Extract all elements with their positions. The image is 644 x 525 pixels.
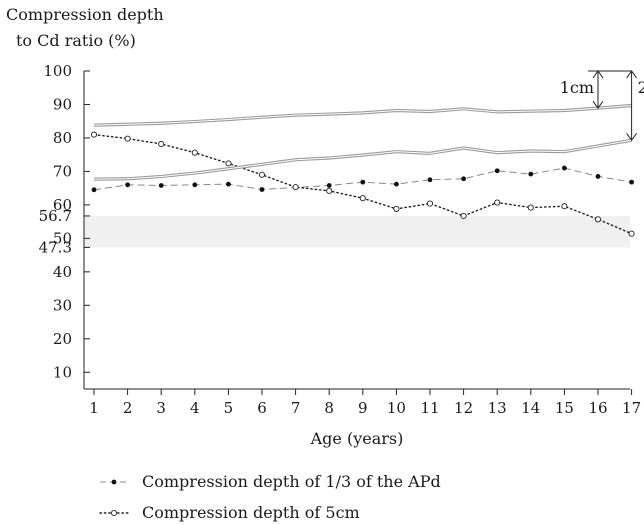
series-line xyxy=(93,138,632,181)
reference-band xyxy=(84,215,630,248)
data-point xyxy=(494,168,500,174)
y-tick-label: 40 xyxy=(53,263,72,281)
legend-label: Compression depth of 1/3 of the APd xyxy=(142,472,441,491)
data-point xyxy=(527,204,534,211)
y-tick-label: 80 xyxy=(53,129,72,147)
data-point xyxy=(359,195,366,202)
x-tick-label: 15 xyxy=(555,399,574,417)
x-tick-label: 5 xyxy=(224,399,234,417)
data-point xyxy=(226,181,231,187)
y-tick-label: 100 xyxy=(43,62,72,80)
x-tick-label: 17 xyxy=(622,399,641,417)
data-point xyxy=(326,183,332,188)
x-axis-title: Age (years) xyxy=(310,429,404,448)
x-tick-label: 6 xyxy=(257,399,267,417)
x-tick-label: 7 xyxy=(291,399,301,417)
x-tick-label: 9 xyxy=(358,399,368,417)
data-point xyxy=(158,183,164,188)
data-point xyxy=(494,199,501,206)
data-point xyxy=(326,187,333,194)
x-tick-label: 1 xyxy=(89,399,99,417)
data-point xyxy=(258,171,266,178)
arrow-head xyxy=(592,100,604,110)
annotation-label: 1cm xyxy=(560,78,594,97)
data-point xyxy=(90,131,98,138)
data-point xyxy=(360,179,366,185)
legend: Compression depth of 1/3 of the APd Compr… xyxy=(99,472,441,522)
data-point xyxy=(426,200,434,207)
arrow-head xyxy=(592,70,604,79)
y-tick-label: 70 xyxy=(53,162,72,180)
legend-swatch-marker xyxy=(111,479,117,485)
data-point xyxy=(562,165,567,171)
data-point xyxy=(561,203,568,210)
band-edge-label: 47.3 xyxy=(39,238,72,256)
x-tick-label: 8 xyxy=(324,399,334,417)
data-point xyxy=(225,160,232,167)
data-point xyxy=(192,182,198,188)
y-tick-label: 30 xyxy=(53,296,72,314)
data-point xyxy=(125,182,130,188)
data-point xyxy=(629,179,634,185)
data-point xyxy=(394,181,399,187)
y-axis-title-line-2: to Cd ratio (%) xyxy=(16,31,136,50)
data-point xyxy=(460,212,467,219)
data-point xyxy=(393,205,400,212)
data-point xyxy=(292,184,299,191)
x-tick-label: 14 xyxy=(521,399,540,417)
data-point xyxy=(91,187,97,193)
data-point xyxy=(191,149,198,156)
series-line-inner xyxy=(93,104,632,126)
x-tick-label: 11 xyxy=(420,399,439,417)
x-tick-label: 4 xyxy=(190,399,200,417)
series-line xyxy=(93,167,632,191)
y-tick-label: 10 xyxy=(53,363,72,381)
data-point xyxy=(595,174,601,179)
x-tick-label: 12 xyxy=(454,399,473,417)
series-line-inner xyxy=(93,139,632,180)
legend-label: Compression depth of 5cm xyxy=(142,503,360,522)
band-edge-label: 56.7 xyxy=(39,207,72,225)
arrow-head xyxy=(626,70,638,79)
x-tick-label: 10 xyxy=(387,399,406,417)
y-tick-label: 90 xyxy=(53,95,72,113)
x-tick-label: 2 xyxy=(123,399,133,417)
data-point xyxy=(594,216,602,223)
data-point xyxy=(259,187,265,192)
arrow-head xyxy=(626,133,638,142)
data-point xyxy=(158,140,165,148)
y-axis-title-line-1: Compression depth xyxy=(6,5,164,24)
y-tick-label: 20 xyxy=(53,330,72,348)
y-tick-label: 60 xyxy=(53,196,72,214)
data-point xyxy=(124,135,131,142)
x-tick-label: 3 xyxy=(156,399,166,417)
data-point xyxy=(461,176,466,182)
annotation-label: 2cm xyxy=(638,78,644,97)
x-tick-label: 13 xyxy=(488,399,507,417)
x-tick-label: 16 xyxy=(588,399,607,417)
data-point xyxy=(427,177,433,183)
data-point xyxy=(628,230,635,237)
legend-swatch-marker xyxy=(110,509,118,517)
data-point xyxy=(528,171,534,177)
y-tick-label: 50 xyxy=(53,229,72,247)
